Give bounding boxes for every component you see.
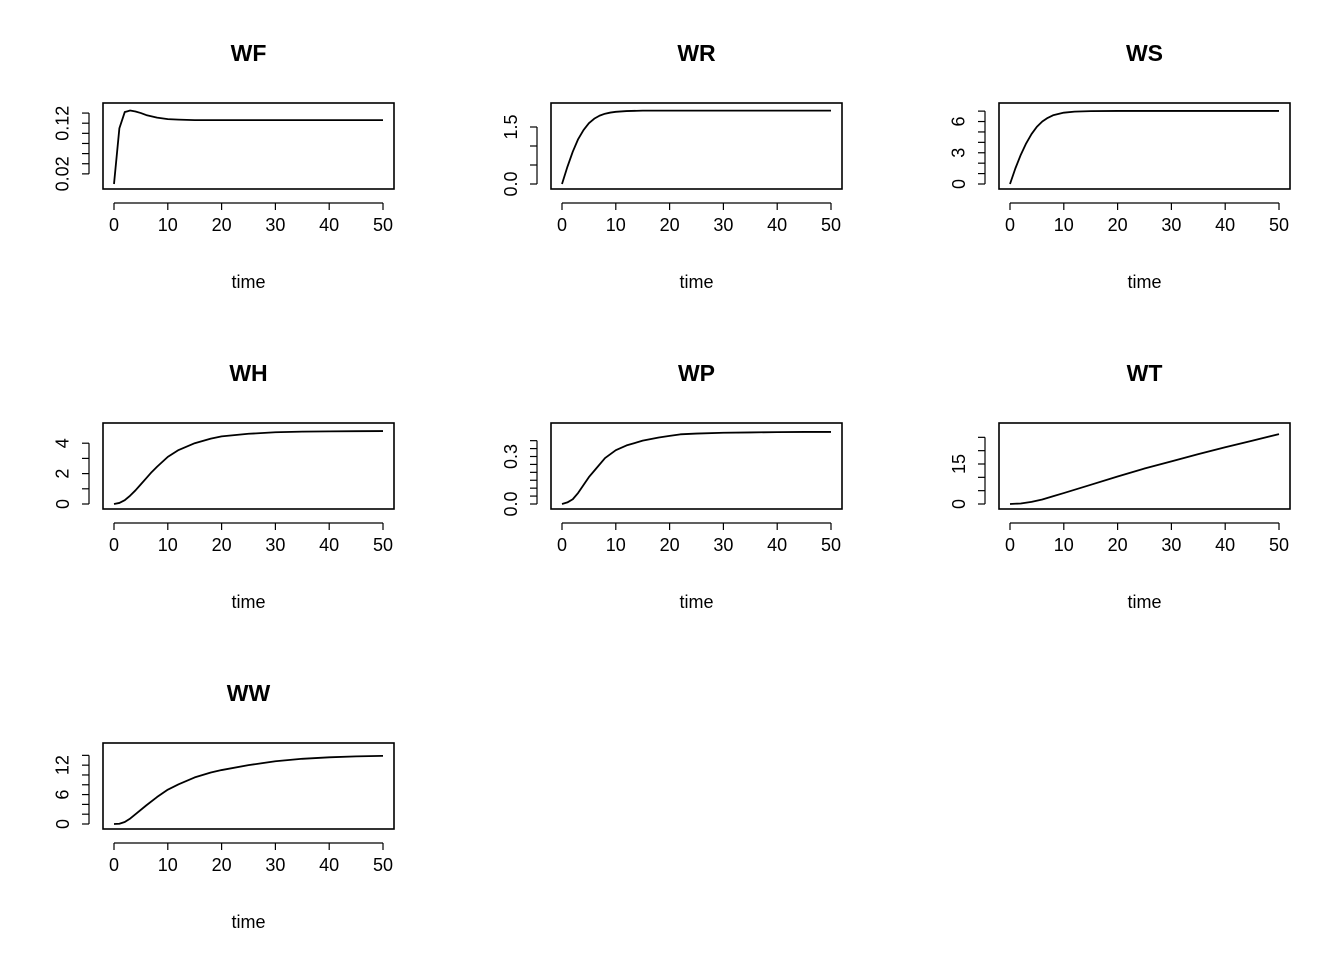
x-tick-label: 10 [606, 215, 626, 235]
chart-panel-wp: WP 0 10 20 30 40 50 time 0.0 0.3 [501, 360, 843, 612]
plot-frame [998, 102, 1291, 190]
y-tick-label: 0 [53, 819, 73, 829]
chart-title: WS [1126, 40, 1163, 66]
y-tick-label: 0 [53, 499, 73, 509]
y-tick-label: 0.02 [53, 156, 73, 191]
series-line-0 [1009, 110, 1279, 185]
x-tick-label: 50 [1269, 215, 1289, 235]
chart-title: WH [229, 360, 267, 386]
x-tick-label: 40 [1215, 215, 1235, 235]
y-tick-label: 6 [53, 790, 73, 800]
x-tick-label: 20 [660, 215, 680, 235]
x-tick-label: 10 [1054, 535, 1074, 555]
x-tick-label: 10 [606, 535, 626, 555]
chart-panel-wh: WH 0 10 20 30 40 50 time 0 2 4 [53, 360, 395, 612]
series-line-0 [1009, 433, 1280, 505]
x-tick-label: 30 [265, 215, 285, 235]
x-tick-label: 20 [212, 855, 232, 875]
y-tick-label: 0.3 [501, 444, 521, 469]
chart-panel-wf: WF 0 10 20 30 40 50 time 0.02 0.12 [53, 40, 395, 292]
x-axis-label: time [231, 592, 265, 612]
chart-title: WF [231, 40, 267, 66]
plot-frame [102, 102, 395, 190]
chart-title: WW [227, 680, 271, 706]
series-line-0 [113, 430, 384, 505]
series-line-0 [113, 754, 384, 825]
x-tick-label: 50 [373, 855, 393, 875]
x-tick-label: 50 [821, 535, 841, 555]
y-tick-label: 1.5 [501, 114, 521, 139]
x-axis-label: time [679, 592, 713, 612]
series-line-0 [561, 431, 831, 505]
x-tick-label: 40 [319, 855, 339, 875]
chart-title: WR [677, 40, 716, 66]
x-axis-label: time [231, 912, 265, 932]
y-tick-label: 15 [949, 454, 969, 474]
x-tick-label: 0 [109, 855, 119, 875]
x-tick-label: 30 [1161, 535, 1181, 555]
x-tick-label: 50 [821, 215, 841, 235]
x-tick-label: 30 [713, 535, 733, 555]
x-tick-label: 30 [265, 535, 285, 555]
series-line-0 [561, 109, 831, 185]
x-tick-label: 50 [373, 215, 393, 235]
x-tick-label: 10 [158, 855, 178, 875]
y-tick-label: 4 [53, 438, 73, 448]
x-tick-label: 40 [767, 535, 787, 555]
x-tick-label: 10 [158, 215, 178, 235]
y-tick-label: 3 [949, 148, 969, 158]
x-tick-label: 10 [158, 535, 178, 555]
chart-title: WT [1127, 360, 1163, 386]
x-tick-label: 40 [319, 215, 339, 235]
y-tick-label: 2 [53, 469, 73, 479]
x-axis-label: time [231, 272, 265, 292]
x-tick-label: 0 [1005, 535, 1015, 555]
x-tick-label: 40 [1215, 535, 1235, 555]
plot-frame [102, 422, 395, 510]
x-tick-label: 30 [1161, 215, 1181, 235]
x-tick-label: 0 [109, 215, 119, 235]
plot-frame [102, 742, 395, 830]
chart-panel-wr: WR 0 10 20 30 40 50 time 0.0 1.5 [501, 40, 843, 292]
plot-frame [550, 102, 843, 190]
x-tick-label: 0 [557, 535, 567, 555]
y-tick-label: 0.12 [53, 106, 73, 141]
y-tick-label: 12 [53, 755, 73, 775]
x-tick-label: 20 [212, 535, 232, 555]
chart-title: WP [678, 360, 715, 386]
plot-frame [998, 422, 1291, 510]
y-tick-label: 0.0 [501, 171, 521, 196]
x-tick-label: 50 [1269, 535, 1289, 555]
x-tick-label: 30 [265, 855, 285, 875]
x-tick-label: 20 [1108, 215, 1128, 235]
x-axis-label: time [1127, 592, 1161, 612]
x-tick-label: 40 [767, 215, 787, 235]
x-tick-label: 50 [373, 535, 393, 555]
y-tick-label: 0 [949, 179, 969, 189]
x-tick-label: 0 [557, 215, 567, 235]
x-tick-label: 40 [319, 535, 339, 555]
plot-frame [550, 422, 843, 510]
y-tick-label: 0.0 [501, 491, 521, 516]
x-tick-label: 20 [660, 535, 680, 555]
y-tick-label: 6 [949, 117, 969, 127]
x-tick-label: 0 [1005, 215, 1015, 235]
x-tick-label: 30 [713, 215, 733, 235]
chart-panel-ww: WW 0 10 20 30 40 50 time 0 6 12 [53, 680, 395, 932]
x-axis-label: time [1127, 272, 1161, 292]
x-tick-label: 20 [1108, 535, 1128, 555]
x-axis-label: time [679, 272, 713, 292]
x-tick-label: 10 [1054, 215, 1074, 235]
chart-panel-ws: WS 0 10 20 30 40 50 time 0 3 6 [949, 40, 1291, 292]
x-tick-label: 20 [212, 215, 232, 235]
series-line-0 [113, 109, 383, 185]
y-tick-label: 0 [949, 499, 969, 509]
chart-panel-wt: WT 0 10 20 30 40 50 time 0 15 [949, 360, 1291, 612]
x-tick-label: 0 [109, 535, 119, 555]
